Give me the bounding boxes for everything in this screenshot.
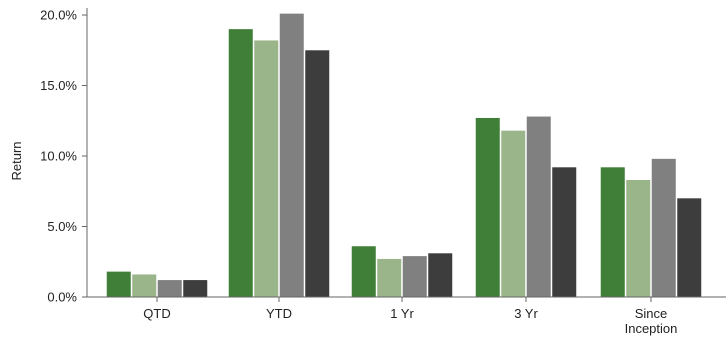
x-tick-label: Since Inception bbox=[625, 306, 678, 336]
y-axis: 0.0% 5.0% 10.0% 15.0% 20.0% bbox=[40, 8, 88, 305]
bar bbox=[600, 167, 625, 297]
bar bbox=[377, 258, 402, 297]
x-tick-label: QTD bbox=[143, 306, 170, 321]
y-tick-label: 0.0% bbox=[47, 290, 77, 305]
y-axis-title: Return bbox=[9, 141, 24, 180]
bar bbox=[132, 274, 157, 297]
bar bbox=[254, 40, 279, 298]
bar bbox=[475, 117, 500, 298]
y-tick-label: 20.0% bbox=[40, 8, 77, 23]
bar bbox=[501, 130, 526, 297]
x-tick-label: YTD bbox=[266, 306, 292, 321]
bar bbox=[626, 179, 651, 297]
bar bbox=[651, 158, 676, 297]
bar bbox=[526, 116, 551, 297]
x-tick-label: 3 Yr bbox=[514, 306, 538, 321]
bar bbox=[351, 246, 376, 297]
bar bbox=[106, 271, 131, 297]
y-tick-label: 10.0% bbox=[40, 149, 77, 164]
bar bbox=[428, 253, 453, 297]
x-axis: QTD YTD 1 Yr 3 Yr Since Inception bbox=[87, 296, 726, 336]
y-tick-label: 15.0% bbox=[40, 78, 77, 93]
bar bbox=[677, 198, 702, 297]
bar bbox=[228, 29, 253, 298]
y-tick-label: 5.0% bbox=[47, 219, 77, 234]
bar bbox=[279, 13, 304, 297]
x-tick-label: 1 Yr bbox=[390, 306, 414, 321]
bar bbox=[402, 256, 427, 297]
bar bbox=[183, 280, 208, 297]
bar bbox=[157, 280, 182, 297]
bars-layer bbox=[106, 13, 702, 298]
bar bbox=[552, 167, 577, 297]
bar bbox=[305, 50, 330, 297]
